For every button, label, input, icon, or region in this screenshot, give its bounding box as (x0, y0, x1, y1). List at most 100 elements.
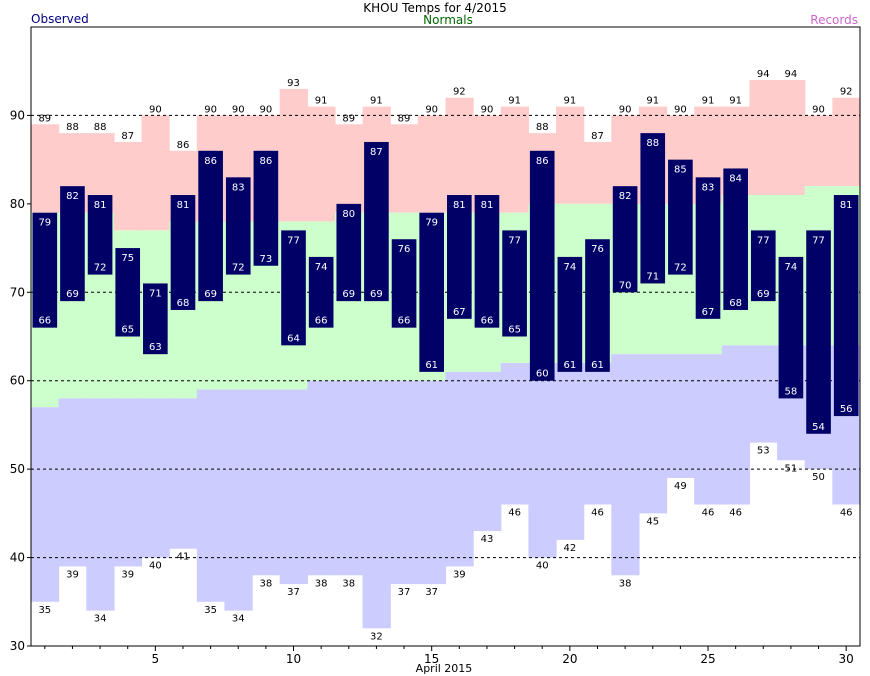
record-high-label: 92 (840, 87, 853, 98)
record-high-band (31, 124, 60, 213)
record-low-label: 32 (370, 631, 383, 642)
chart-title: KHOU Temps for 4/2015 (363, 1, 507, 15)
observed-bars (32, 133, 859, 434)
gridlines (31, 114, 860, 559)
observed-low-label: 68 (177, 298, 190, 309)
observed-bar (668, 159, 693, 275)
record-high-label: 91 (508, 96, 521, 107)
observed-low-label: 61 (563, 360, 576, 371)
observed-bar (60, 186, 85, 302)
record-low-band (500, 363, 529, 505)
observed-low-label: 66 (315, 316, 328, 327)
record-high-band (749, 80, 778, 196)
record-low-band (169, 398, 198, 549)
record-high-label: 87 (121, 131, 134, 142)
observed-bar (32, 212, 58, 328)
observed-low-label: 61 (591, 360, 604, 371)
record-low-label: 43 (481, 534, 494, 545)
observed-high-label: 74 (785, 262, 798, 273)
record-low-band (362, 380, 391, 629)
record-high-label: 91 (702, 96, 715, 107)
observed-low-label: 72 (94, 263, 107, 274)
record-high-label: 91 (315, 96, 328, 107)
observed-bar (391, 239, 417, 328)
record-low-label: 50 (812, 472, 825, 483)
observed-low-label: 60 (536, 369, 549, 380)
x-axis-label: April 2015 (416, 662, 473, 675)
record-low-band (31, 407, 60, 602)
record-low-label: 41 (177, 552, 190, 563)
record-high-label: 92 (453, 87, 466, 98)
observed-bar (778, 256, 804, 399)
record-high-band (777, 80, 806, 196)
record-low-band (556, 363, 585, 540)
observed-high-label: 81 (481, 200, 494, 211)
legend-observed: Observed (31, 12, 89, 26)
observed-bar (474, 195, 500, 328)
record-low-label: 40 (149, 561, 162, 572)
record-low-band (196, 389, 226, 602)
record-low-band (694, 354, 723, 505)
observed-low-label: 72 (232, 263, 245, 274)
observed-low-label: 66 (398, 316, 411, 327)
observed-bar (806, 230, 831, 434)
observed-low-label: 65 (121, 325, 134, 336)
observed-bar (308, 256, 334, 328)
observed-high-label: 81 (94, 200, 107, 211)
observed-bar (336, 203, 362, 302)
observed-low-label: 65 (508, 325, 521, 336)
y-tick-label: 50 (10, 462, 25, 476)
observed-high-label: 81 (177, 200, 190, 211)
record-low-label: 40 (536, 561, 549, 572)
record-low-label: 46 (702, 508, 715, 519)
record-low-label: 37 (287, 587, 300, 598)
observed-bar (447, 195, 472, 319)
record-low-label: 37 (398, 587, 411, 598)
record-low-label: 38 (315, 578, 328, 589)
record-high-label: 90 (149, 104, 162, 115)
observed-high-label: 80 (342, 209, 355, 220)
observed-bar (170, 195, 196, 310)
record-high-band (500, 106, 529, 213)
observed-low-label: 73 (260, 254, 273, 265)
record-low-label: 34 (94, 614, 107, 625)
observed-high-label: 77 (757, 235, 770, 246)
y-tick-label: 40 (10, 551, 25, 565)
record-high-label: 90 (260, 104, 273, 115)
record-high-band (417, 115, 447, 213)
record-low-band (113, 398, 143, 567)
observed-high-label: 82 (66, 191, 79, 202)
x-tick-label: 25 (700, 652, 715, 666)
record-high-label: 87 (591, 131, 604, 142)
record-low-label: 46 (508, 508, 521, 519)
record-low-band (528, 363, 557, 558)
record-low-band (749, 345, 778, 443)
record-high-band (556, 106, 585, 204)
observed-bar (419, 212, 444, 372)
record-low-label: 39 (66, 569, 79, 580)
observed-bar (87, 195, 113, 275)
observed-high-label: 86 (204, 156, 217, 167)
x-tick-label: 15 (424, 652, 439, 666)
x-tick-label: 10 (286, 652, 301, 666)
observed-low-label: 66 (38, 316, 51, 327)
observed-bar (364, 141, 389, 302)
x-tick-label: 20 (562, 652, 577, 666)
observed-high-label: 85 (674, 165, 687, 176)
observed-high-label: 87 (370, 147, 383, 158)
observed-low-label: 67 (702, 307, 715, 318)
observed-low-label: 69 (66, 289, 79, 300)
record-high-label: 90 (481, 104, 494, 115)
observed-low-label: 54 (812, 422, 825, 433)
record-low-label: 53 (757, 446, 770, 457)
y-tick-label: 90 (10, 108, 25, 122)
axes: 30 40 50 60 70 80 90 5 10 15 20 25 30 (10, 26, 861, 666)
observed-low-label: 63 (149, 342, 162, 353)
record-high-band (334, 124, 364, 213)
observed-bar (281, 230, 306, 346)
observed-low-label: 69 (204, 289, 217, 300)
observed-bar (557, 256, 583, 372)
record-low-band (334, 380, 364, 576)
record-high-band (279, 88, 308, 222)
record-high-label: 90 (812, 104, 825, 115)
